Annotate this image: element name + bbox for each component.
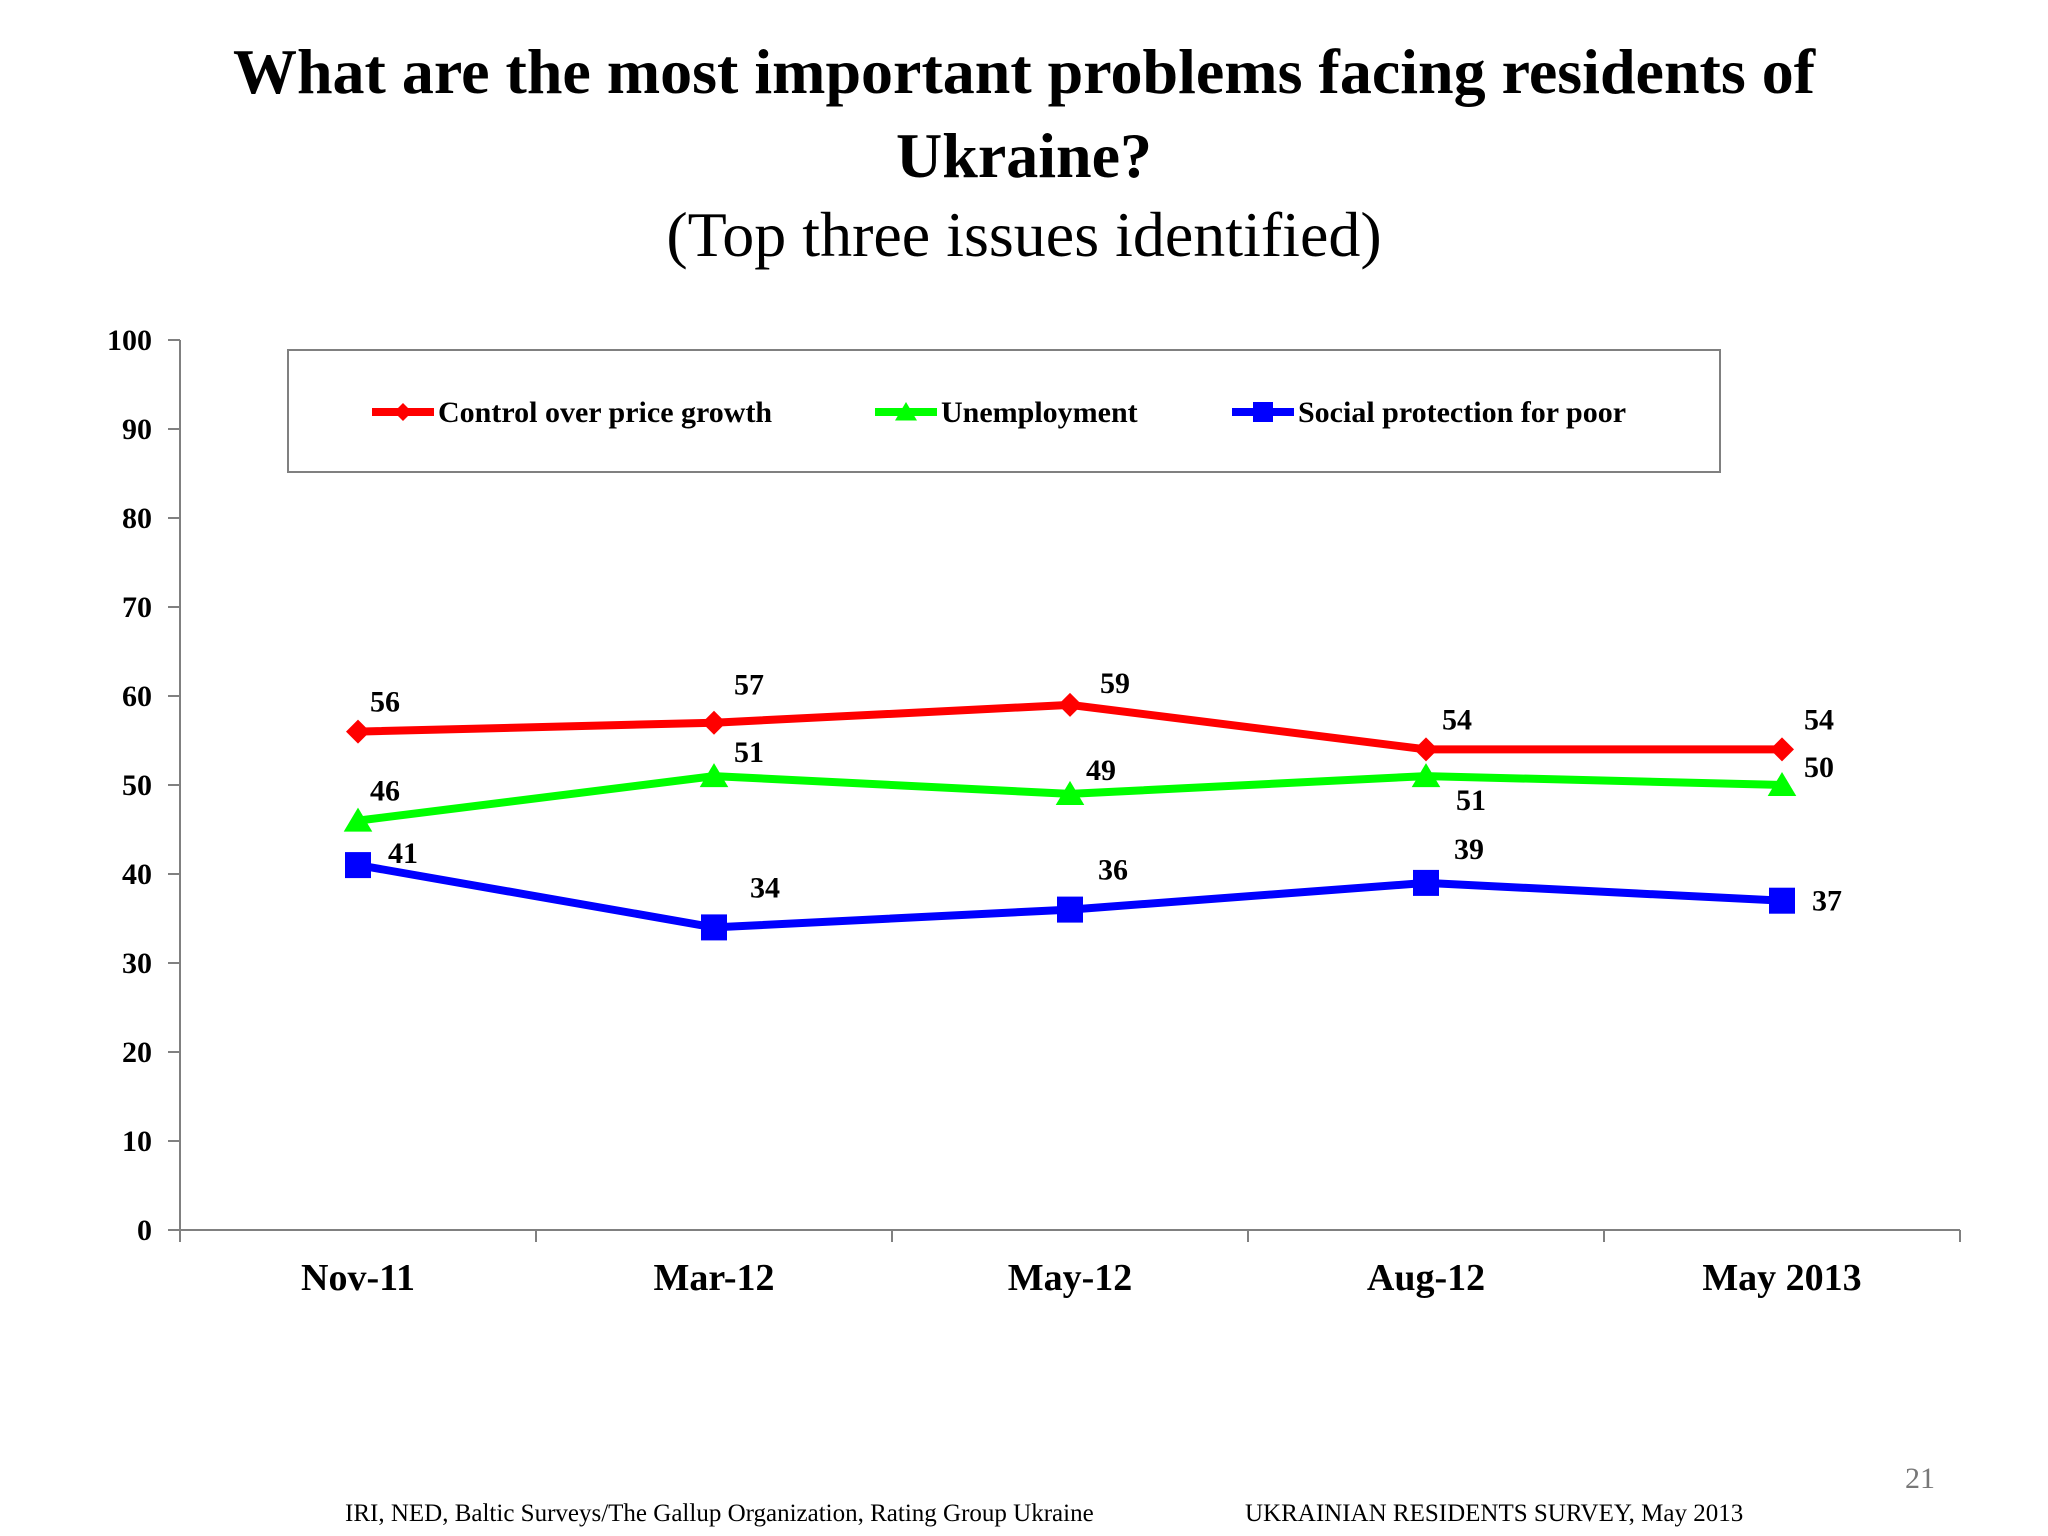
data-point (1057, 896, 1083, 923)
data-label: 41 (388, 837, 418, 870)
y-tick-label: 10 (122, 1125, 152, 1158)
data-point (699, 763, 729, 788)
y-tick-label: 100 (107, 324, 152, 357)
chart-title: What are the most important problems fac… (0, 30, 2048, 198)
data-point (1055, 780, 1085, 805)
data-point (1769, 887, 1795, 914)
page-number: 21 (1905, 1462, 1935, 1495)
data-label: 56 (370, 686, 400, 719)
data-label: 46 (370, 775, 400, 808)
legend-label: Unemployment (941, 396, 1138, 429)
data-point (345, 852, 371, 879)
chart-title-line2: Ukraine? (896, 120, 1152, 191)
footer-source: IRI, NED, Baltic Surveys/The Gallup Orga… (345, 1500, 1094, 1527)
x-tick-label: Nov-11 (301, 1257, 415, 1299)
legend-label: Social protection for poor (1298, 396, 1626, 429)
y-tick-label: 90 (122, 413, 152, 446)
data-label: 51 (734, 736, 764, 769)
y-tick-label: 50 (122, 769, 152, 802)
legend-marker (1253, 402, 1273, 422)
y-tick-label: 60 (122, 680, 152, 713)
x-tick-label: Mar-12 (654, 1257, 775, 1299)
data-point (1770, 737, 1794, 762)
data-label: 59 (1100, 667, 1130, 700)
data-label: 49 (1086, 754, 1116, 787)
data-point (701, 914, 727, 941)
data-label: 36 (1098, 854, 1128, 887)
y-tick-label: 40 (122, 858, 152, 891)
data-point (1767, 772, 1797, 797)
legend-marker (895, 402, 917, 421)
y-tick-label: 80 (122, 502, 152, 535)
data-point (1413, 869, 1439, 896)
data-point (1414, 737, 1438, 762)
data-point (1058, 692, 1082, 717)
legend-label: Control over price growth (438, 396, 772, 429)
y-tick-label: 20 (122, 1036, 152, 1069)
data-label: 54 (1442, 703, 1472, 736)
legend-box (287, 349, 1721, 473)
footer-survey: UKRAINIAN RESIDENTS SURVEY, May 2013 (1245, 1500, 1744, 1527)
x-tick-label: May-12 (1008, 1257, 1133, 1299)
y-tick-label: 70 (122, 591, 152, 624)
data-label: 51 (1456, 784, 1486, 817)
x-tick-label: Aug-12 (1367, 1257, 1485, 1299)
data-label: 34 (750, 871, 780, 904)
legend-marker (394, 403, 412, 421)
data-point (346, 719, 370, 744)
data-point (702, 710, 726, 735)
chart-title-line1: What are the most important problems fac… (232, 36, 1816, 107)
y-tick-label: 0 (137, 1214, 152, 1247)
x-tick-label: May 2013 (1702, 1257, 1861, 1299)
data-label: 50 (1804, 751, 1834, 784)
data-point (343, 807, 373, 832)
y-tick-label: 30 (122, 947, 152, 980)
chart-subtitle: (Top three issues identified) (666, 199, 1382, 270)
data-label: 39 (1454, 833, 1484, 866)
data-label: 54 (1804, 703, 1834, 736)
data-label: 57 (734, 669, 764, 702)
data-point (1411, 763, 1441, 788)
data-label: 37 (1812, 885, 1842, 918)
